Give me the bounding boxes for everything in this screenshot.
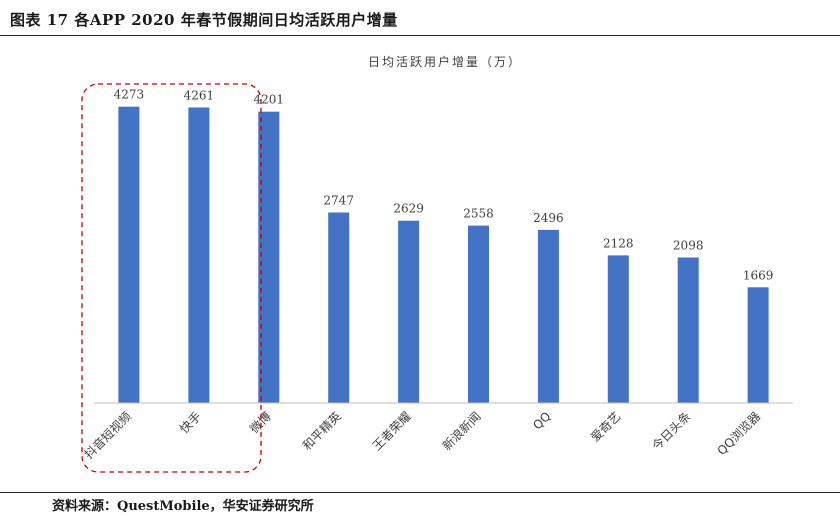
bar-chart: 日均活跃用户增量（万） 4273 4261 4201 2747 2629 2558 2496… xyxy=(81,54,793,473)
tick-label-9: QQ浏览器 xyxy=(714,409,763,458)
source-note: 资料来源：QuestMobile，华安证券研究所 xyxy=(52,499,314,514)
highlight-box xyxy=(81,83,262,473)
bar-0 xyxy=(118,106,140,403)
data-label-4: 2629 xyxy=(393,202,424,216)
bar-1 xyxy=(188,107,210,403)
bar-7 xyxy=(607,255,629,403)
figure-title: 图表 17 各APP 2020 年春节假期间日均活跃用户增量 xyxy=(10,11,398,29)
tick-label-0: 抖音短视频 xyxy=(81,409,134,462)
tick-label-4: 王者荣耀 xyxy=(370,409,414,453)
bar-3 xyxy=(328,212,350,403)
tick-label-6: QQ xyxy=(530,409,553,432)
data-label-3: 2747 xyxy=(323,194,354,208)
data-label-7: 2128 xyxy=(603,236,634,250)
bar-9 xyxy=(747,287,769,403)
bar-2 xyxy=(258,111,280,403)
tick-label-5: 新浪新闻 xyxy=(439,409,484,454)
data-label-0: 4273 xyxy=(114,88,145,102)
tick-label-1: 快手 xyxy=(177,409,204,436)
data-label-5: 2558 xyxy=(463,207,494,221)
tick-label-7: 爱奇艺 xyxy=(588,409,623,444)
bar-6 xyxy=(537,229,559,403)
chart-title: 日均活跃用户增量（万） xyxy=(368,54,522,69)
bar-5 xyxy=(468,225,489,403)
tick-label-2: 微博 xyxy=(246,409,274,437)
bottom-rule xyxy=(0,492,840,493)
data-label-6: 2496 xyxy=(533,211,564,225)
data-label-1: 4261 xyxy=(184,89,215,103)
data-label-8: 2098 xyxy=(673,239,704,253)
bar-8 xyxy=(677,257,699,403)
bar-4 xyxy=(398,220,420,403)
data-label-9: 1669 xyxy=(743,268,774,282)
tick-label-8: 今日头条 xyxy=(649,409,694,454)
data-label-2: 4201 xyxy=(254,93,285,107)
top-rule xyxy=(0,35,840,36)
tick-label-3: 和平精英 xyxy=(300,409,344,453)
